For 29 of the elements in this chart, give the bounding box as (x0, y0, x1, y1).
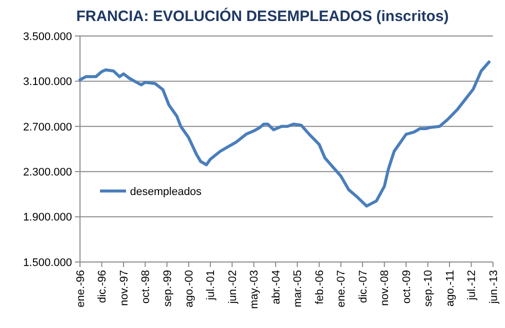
x-tick-label: ene.-07 (336, 270, 348, 308)
x-tick-label: oct.-09 (400, 270, 413, 304)
x-tick-label: dic.-96 (96, 270, 109, 304)
y-tick-label: 3.100.000 (23, 76, 72, 88)
line-series (78, 60, 491, 208)
x-tick-label: ene.-96 (74, 270, 87, 308)
y-tick-label: 2.300.000 (23, 166, 72, 178)
x-tick-label: ago.-00 (184, 270, 196, 308)
y-tick-label: 1.500.000 (23, 256, 72, 269)
chart-title: FRANCIA: EVOLUCIÓN DESEMPLEADOS (inscritos) (76, 7, 449, 25)
y-tick-label: 2.700.000 (23, 121, 72, 134)
y-tick-label: 3.500.000 (23, 30, 72, 43)
x-tick-label: oct.-98 (140, 270, 152, 304)
x-tick-label: dic.-07 (357, 270, 370, 304)
x-tick-label: jul.-01 (205, 270, 218, 301)
x-tick-label: jun.-13 (488, 270, 500, 305)
x-tick-label: abr.-04 (270, 270, 282, 304)
legend-label: desempleados (130, 186, 202, 198)
x-tick-label: jul.-12 (466, 270, 478, 301)
x-tick-label: sep.-10 (422, 270, 435, 307)
x-tick-label: ago.-11 (444, 270, 456, 306)
x-tick-label: jun.-02 (226, 270, 239, 305)
x-tick-label: nov.-08 (379, 270, 392, 306)
x-tick-label: mar.-05 (292, 270, 304, 308)
x-tick-label: nov.-97 (118, 270, 130, 306)
x-tick-label: sep.-99 (162, 270, 174, 307)
x-tick-label: may.-03 (248, 270, 261, 309)
x-tick-label: feb.-06 (314, 270, 326, 304)
y-tick-label: 1.900.000 (23, 212, 72, 224)
